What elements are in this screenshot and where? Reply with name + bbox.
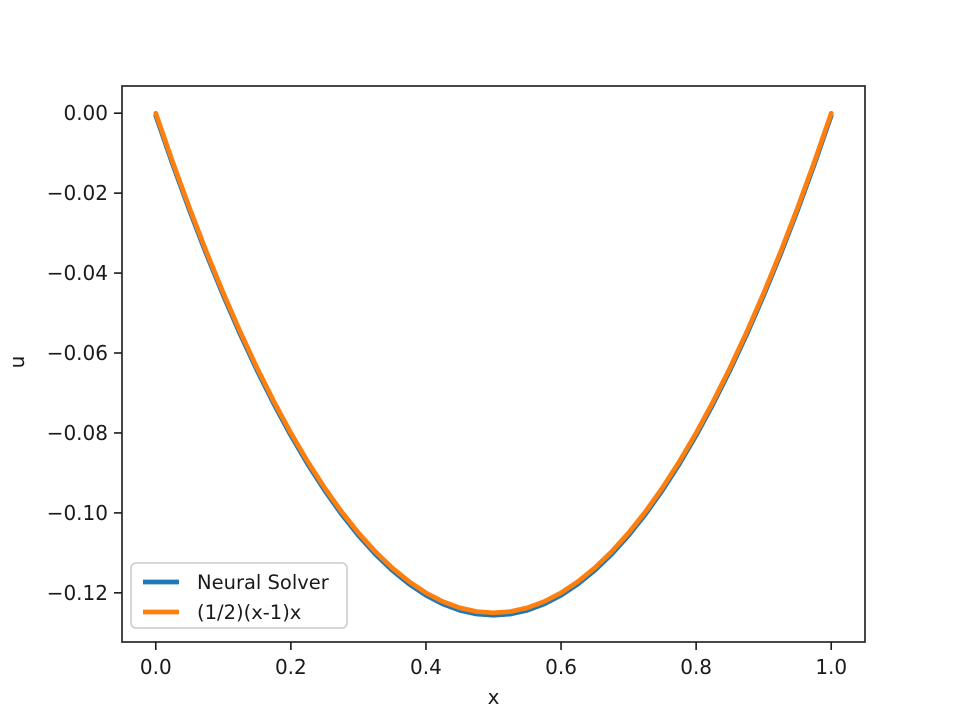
plot-border [121,85,866,643]
plot-area [122,86,865,642]
x-tick-label: 0.2 [275,655,307,679]
x-tick-label: 0.0 [140,655,172,679]
y-tick-label: −0.10 [47,501,108,525]
x-tick-label: 1.0 [815,655,847,679]
y-tick-label: −0.08 [47,421,108,445]
x-tick-label: 0.4 [410,655,442,679]
y-tick-label: −0.06 [47,341,108,365]
legend-label: (1/2)(x-1)x [197,601,301,624]
legend-label: Neural Solver [197,571,330,594]
y-axis-label: u [5,356,29,369]
y-axis: 0.00 −0.02 −0.04 −0.06 −0.08 −0.10 −0.12 [47,101,122,605]
y-tick-label: −0.04 [47,261,108,285]
curve-analytic-solution [153,110,834,616]
legend: Neural Solver (1/2)(x-1)x [130,562,348,629]
x-tick-label: 0.6 [545,655,577,679]
x-axis-label: x [488,685,500,709]
y-tick-label: −0.12 [47,581,108,605]
x-tick-label: 0.8 [680,655,712,679]
y-tick-label: −0.02 [47,181,108,205]
x-axis: 0.0 0.2 0.4 0.6 0.8 1.0 [140,642,847,679]
y-tick-label: 0.00 [63,101,108,125]
legend-box [130,562,348,629]
